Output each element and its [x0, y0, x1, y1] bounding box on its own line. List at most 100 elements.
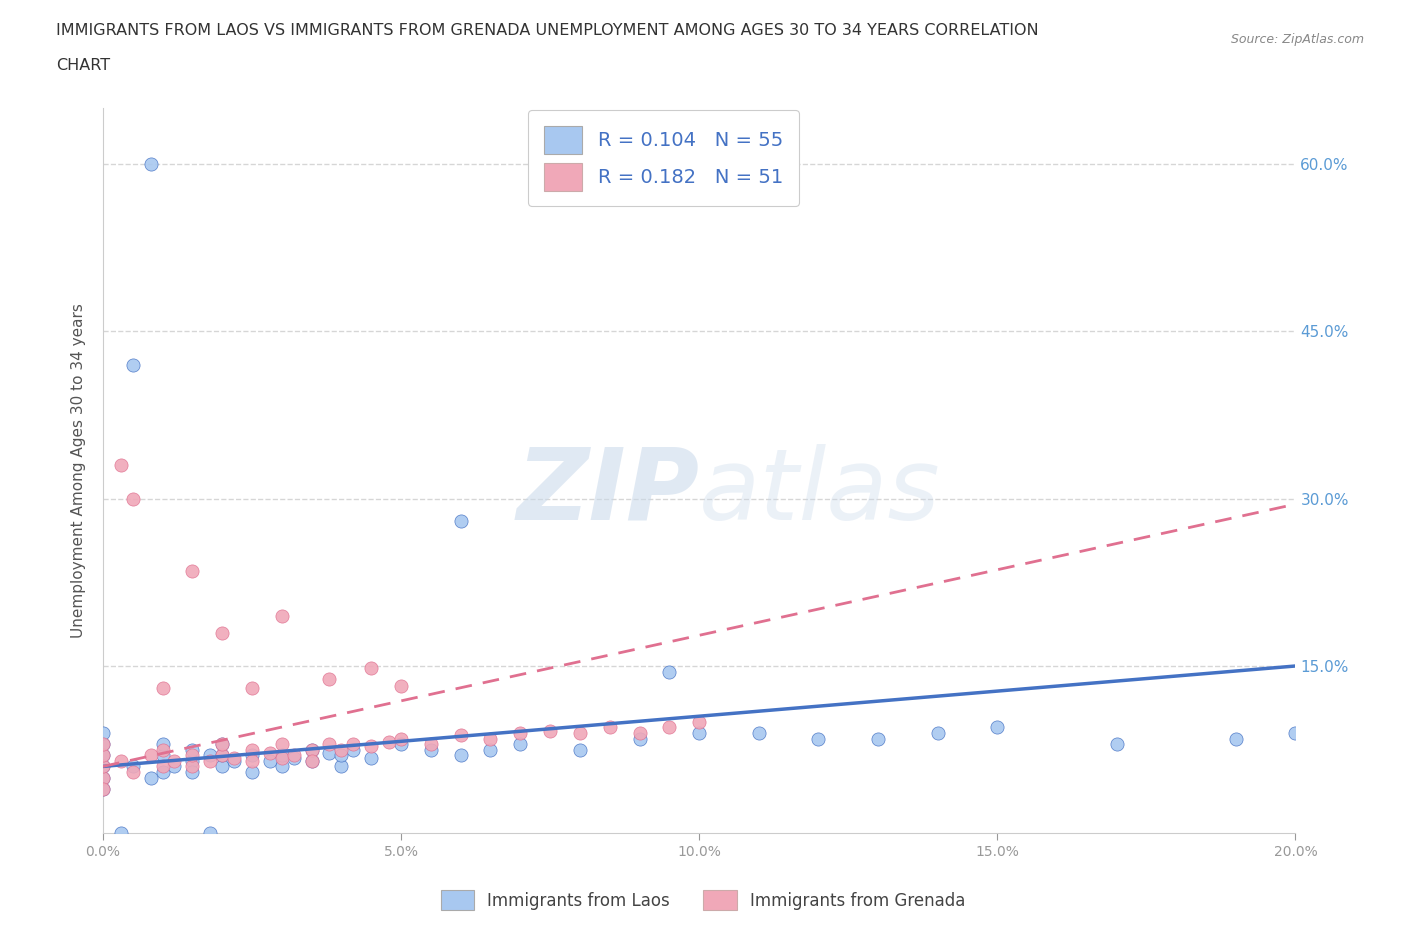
Point: [200, 826, 222, 841]
Point: [152, 737, 174, 751]
Point: [360, 661, 382, 676]
Point: [330, 748, 353, 763]
Point: [628, 731, 651, 746]
Point: [927, 725, 949, 740]
Point: [200, 753, 222, 768]
Point: [509, 725, 531, 740]
Point: [222, 751, 245, 765]
Point: [360, 751, 382, 765]
Point: [110, 753, 132, 768]
Point: [688, 725, 710, 740]
Point: [121, 764, 143, 779]
Point: [152, 748, 174, 763]
Point: [200, 748, 222, 763]
Point: [807, 731, 830, 746]
Point: [110, 458, 132, 472]
Point: [121, 357, 143, 372]
Point: [360, 739, 382, 754]
Point: [121, 759, 143, 774]
Point: [121, 491, 143, 506]
Point: [1225, 731, 1247, 746]
Point: [139, 770, 162, 785]
Point: [330, 759, 353, 774]
Point: [152, 764, 174, 779]
Point: [91, 748, 114, 763]
Point: [658, 720, 681, 735]
Point: [91, 725, 114, 740]
Text: IMMIGRANTS FROM LAOS VS IMMIGRANTS FROM GRENADA UNEMPLOYMENT AMONG AGES 30 TO 34: IMMIGRANTS FROM LAOS VS IMMIGRANTS FROM …: [56, 23, 1039, 38]
Point: [479, 742, 502, 757]
Point: [389, 737, 412, 751]
Point: [152, 742, 174, 757]
Point: [283, 748, 305, 763]
Point: [181, 759, 204, 774]
Point: [318, 672, 340, 687]
Point: [986, 720, 1008, 735]
Legend: Immigrants from Laos, Immigrants from Grenada: Immigrants from Laos, Immigrants from Gr…: [434, 884, 972, 917]
Point: [211, 737, 233, 751]
Point: [342, 742, 364, 757]
Point: [688, 714, 710, 729]
Point: [301, 753, 323, 768]
Point: [259, 753, 281, 768]
Point: [538, 724, 561, 738]
Point: [1284, 725, 1306, 740]
Text: ZIP: ZIP: [516, 444, 699, 541]
Point: [91, 781, 114, 796]
Point: [181, 764, 204, 779]
Point: [270, 751, 292, 765]
Point: [748, 725, 770, 740]
Point: [240, 742, 263, 757]
Point: [211, 625, 233, 640]
Text: atlas: atlas: [699, 444, 941, 541]
Point: [389, 731, 412, 746]
Point: [181, 753, 204, 768]
Point: [301, 753, 323, 768]
Point: [240, 764, 263, 779]
Point: [91, 748, 114, 763]
Point: [301, 742, 323, 757]
Point: [240, 748, 263, 763]
Point: [181, 564, 204, 578]
Point: [211, 748, 233, 763]
Point: [450, 748, 472, 763]
Point: [599, 720, 621, 735]
Point: [211, 759, 233, 774]
Point: [240, 753, 263, 768]
Point: [240, 681, 263, 696]
Point: [163, 753, 186, 768]
Point: [91, 759, 114, 774]
Point: [658, 664, 681, 679]
Point: [222, 753, 245, 768]
Point: [91, 737, 114, 751]
Point: [91, 770, 114, 785]
Point: [509, 737, 531, 751]
Point: [270, 748, 292, 763]
Point: [270, 737, 292, 751]
Legend: R = 0.104   N = 55, R = 0.182   N = 51: R = 0.104 N = 55, R = 0.182 N = 51: [529, 111, 799, 206]
Point: [181, 742, 204, 757]
Point: [868, 731, 890, 746]
Point: [152, 681, 174, 696]
Point: [301, 742, 323, 757]
Point: [152, 759, 174, 774]
Point: [568, 725, 591, 740]
Point: [181, 748, 204, 763]
Point: [91, 770, 114, 785]
Point: [318, 746, 340, 761]
Point: [283, 751, 305, 765]
Point: [318, 737, 340, 751]
Point: [91, 759, 114, 774]
Point: [91, 781, 114, 796]
Point: [211, 748, 233, 763]
Point: [419, 742, 441, 757]
Point: [1105, 737, 1128, 751]
Point: [450, 513, 472, 528]
Point: [479, 731, 502, 746]
Point: [378, 735, 401, 750]
Point: [139, 156, 162, 171]
Y-axis label: Unemployment Among Ages 30 to 34 years: Unemployment Among Ages 30 to 34 years: [72, 303, 86, 638]
Point: [211, 737, 233, 751]
Point: [330, 742, 353, 757]
Point: [568, 742, 591, 757]
